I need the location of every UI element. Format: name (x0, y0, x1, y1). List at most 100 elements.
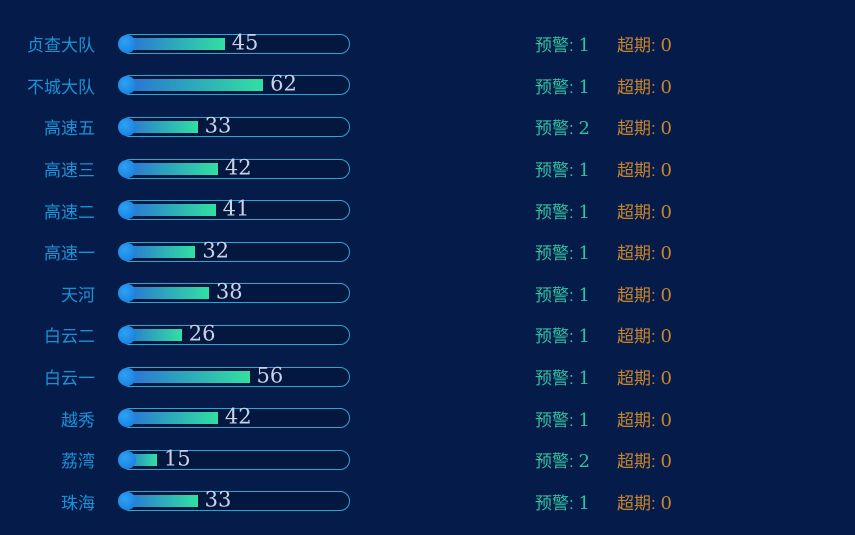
progress-bar[interactable]: 33 (118, 487, 350, 512)
progress-bar-fill (123, 328, 182, 341)
progress-bar-cap-icon (118, 242, 136, 261)
progress-bar[interactable]: 15 (118, 446, 350, 471)
bar-value: 56 (256, 363, 284, 388)
bar-value: 33 (204, 113, 232, 138)
chart-row: 高速五 33 预警: 2 超期: 0 (0, 106, 855, 148)
category-label: 高速一 (44, 244, 95, 264)
progress-bar-cap-icon (118, 284, 136, 303)
overdue-stat: 超期: 0 (617, 406, 672, 431)
warning-stat: 预警: 1 (535, 198, 617, 223)
warning-stat: 预警: 1 (535, 322, 617, 347)
warning-stat: 预警: 2 (535, 447, 617, 472)
overdue-label: 超期: (617, 493, 656, 513)
warning-value: 1 (578, 284, 590, 306)
progress-bar[interactable]: 42 (118, 157, 350, 179)
overdue-label: 超期: (617, 36, 656, 56)
overdue-label: 超期: (617, 410, 656, 430)
progress-bar[interactable]: 62 (118, 72, 350, 97)
progress-bar[interactable]: 42 (118, 406, 350, 429)
bar-value: 26 (188, 321, 216, 346)
overdue-label: 超期: (617, 285, 656, 305)
warning-label: 预警: (535, 493, 574, 513)
warning-stat: 预警: 1 (535, 31, 617, 56)
progress-bar-cap-icon (118, 34, 136, 53)
bar-value: 15 (163, 446, 191, 471)
overdue-stat: 超期: 0 (617, 281, 672, 306)
warning-stat: 预警: 1 (535, 156, 617, 181)
warning-value: 2 (578, 118, 590, 140)
warning-stat: 预警: 1 (535, 281, 617, 306)
warning-label: 预警: (535, 202, 574, 222)
overdue-stat: 超期: 0 (617, 489, 672, 514)
warning-value: 1 (578, 492, 590, 514)
warning-value: 1 (578, 201, 590, 223)
bar-value: 32 (202, 238, 230, 263)
progress-bar-cap-icon (118, 159, 136, 178)
bar-value: 45 (231, 30, 259, 55)
progress-bar-cap-icon (118, 117, 136, 136)
overdue-label: 超期: (617, 119, 656, 139)
category-label: 高速五 (44, 119, 95, 139)
overdue-value: 0 (660, 201, 672, 223)
overdue-value: 0 (660, 409, 672, 431)
warning-value: 1 (578, 76, 590, 98)
category-label: 珠海 (61, 493, 95, 513)
progress-bar-cap-icon (118, 325, 136, 344)
category-label: 不城大队 (27, 77, 95, 97)
progress-bar-fill (123, 37, 225, 50)
progress-bar[interactable]: 38 (118, 282, 350, 304)
overdue-value: 0 (660, 243, 672, 265)
overdue-value: 0 (660, 368, 672, 390)
warning-label: 预警: (535, 369, 574, 389)
category-label: 天河 (61, 285, 95, 305)
chart-row: 不城大队 62 预警: 1 超期: 0 (0, 65, 855, 107)
warning-stat: 预警: 1 (535, 73, 617, 98)
progress-bar-fill (123, 495, 198, 508)
warning-label: 预警: (535, 452, 574, 472)
chart-row: 珠海 33 预警: 1 超期: 0 (0, 481, 855, 523)
overdue-label: 超期: (617, 161, 656, 181)
warning-stat: 预警: 1 (535, 239, 617, 264)
overdue-value: 0 (660, 160, 672, 182)
progress-bar[interactable]: 32 (118, 238, 350, 263)
bar-value: 41 (222, 196, 250, 221)
overdue-value: 0 (660, 284, 672, 306)
chart-row: 越秀 42 预警: 1 超期: 0 (0, 397, 855, 439)
overdue-stat: 超期: 0 (617, 156, 672, 181)
warning-value: 1 (578, 160, 590, 182)
overdue-value: 0 (660, 76, 672, 98)
warning-value: 1 (578, 326, 590, 348)
progress-bar-fill (123, 120, 198, 133)
overdue-stat: 超期: 0 (617, 31, 672, 56)
progress-bar-cap-icon (118, 492, 136, 511)
progress-bar[interactable]: 56 (118, 363, 350, 388)
progress-bar[interactable]: 33 (118, 113, 350, 138)
bar-value: 62 (270, 72, 297, 97)
category-label: 高速二 (44, 202, 95, 222)
progress-bar[interactable]: 41 (118, 196, 350, 221)
warning-value: 2 (578, 451, 590, 473)
chart-row: 贞查大队 45 预警: 1 超期: 0 (0, 23, 855, 65)
chart-row: 白云一 56 预警: 1 超期: 0 (0, 356, 855, 398)
progress-bar[interactable]: 26 (118, 321, 350, 346)
category-label: 白云一 (44, 369, 95, 389)
overdue-value: 0 (660, 326, 672, 348)
warning-label: 预警: (535, 161, 574, 181)
bar-value: 33 (204, 487, 232, 512)
progress-bar[interactable]: 45 (118, 30, 350, 55)
progress-bar-cap-icon (118, 201, 136, 220)
category-label: 越秀 (61, 410, 95, 430)
warning-label: 预警: (535, 77, 574, 97)
overdue-stat: 超期: 0 (617, 114, 672, 139)
overdue-value: 0 (660, 451, 672, 473)
category-label: 高速三 (44, 161, 95, 181)
progress-bar-cap-icon (118, 76, 136, 95)
progress-bar-fill (123, 370, 250, 383)
warning-value: 1 (578, 243, 590, 265)
warning-label: 预警: (535, 410, 574, 430)
overdue-stat: 超期: 0 (617, 364, 672, 389)
overdue-label: 超期: (617, 202, 656, 222)
overdue-value: 0 (660, 35, 672, 57)
overdue-stat: 超期: 0 (617, 447, 672, 472)
